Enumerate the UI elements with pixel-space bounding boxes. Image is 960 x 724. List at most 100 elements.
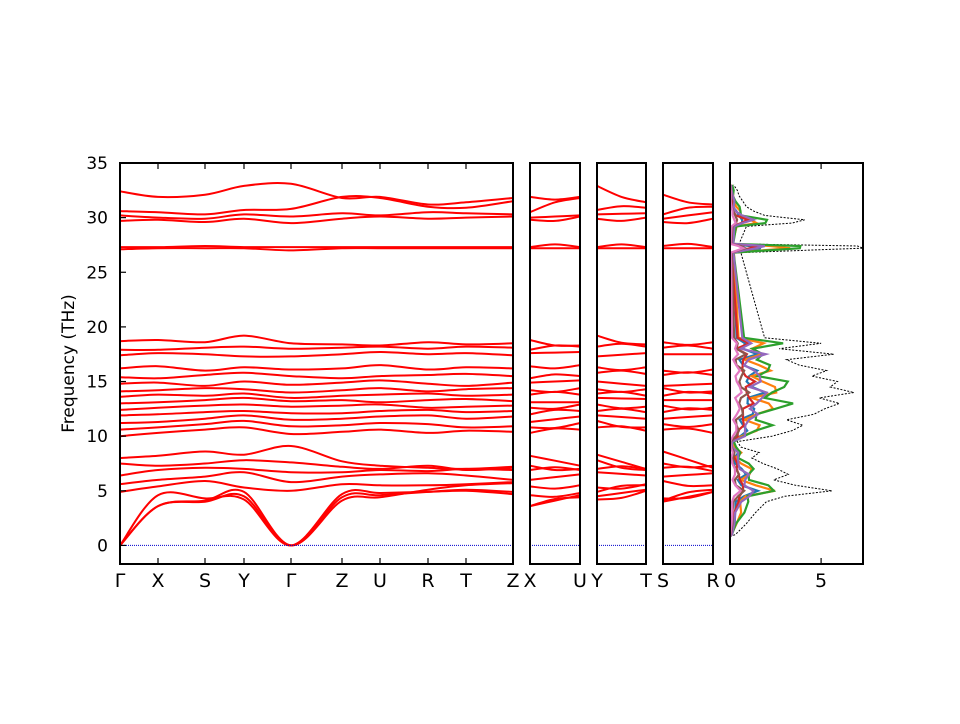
band-line-panel2-18 — [529, 364, 581, 370]
band-line-main-23 — [119, 244, 513, 249]
dos-x-tick-label: 0 — [724, 570, 736, 592]
band-line-panel4-10 — [662, 414, 714, 420]
y-tick-label: 35 — [86, 154, 108, 174]
band-line-panel3-4 — [596, 471, 647, 477]
y-tick-label: 30 — [86, 209, 108, 229]
x-tick-label: T — [459, 570, 472, 592]
band-line-panel2-7 — [529, 454, 581, 467]
band-line-panel4-15 — [662, 387, 714, 394]
y-tick-label: 20 — [86, 318, 108, 338]
band-line-panel2-4 — [529, 473, 581, 481]
band-line-panel2-25 — [529, 214, 581, 219]
band-line-panel3-9 — [596, 419, 647, 429]
band-line-panel3-21 — [596, 334, 647, 346]
band-line-panel3-26 — [596, 205, 647, 211]
band-line-panel2-9 — [529, 422, 581, 430]
dos-partial-line-6 — [728, 184, 747, 537]
band-line-main-19 — [119, 350, 514, 358]
band-line-main-25 — [119, 211, 514, 220]
band-line-main-4 — [119, 471, 514, 486]
y-tick-label: 10 — [86, 427, 108, 447]
band-line-panel2-26 — [529, 197, 581, 214]
band-line-main-9 — [119, 419, 514, 431]
band-line-panel4-24 — [662, 217, 714, 225]
band-line-panel4-9 — [662, 423, 714, 428]
band-line-panel3-19 — [596, 352, 647, 358]
band-line-main-21 — [119, 334, 514, 347]
panel-frame — [119, 162, 514, 565]
band-line-main-17 — [119, 371, 514, 380]
band-line-panel3-27 — [596, 184, 647, 204]
band-line-panel2-17 — [529, 373, 581, 380]
band-line-panel4-16 — [662, 382, 714, 387]
band-line-panel2-19 — [529, 351, 581, 355]
x-tick-label: Γ — [115, 570, 126, 592]
band-line-main-24 — [119, 215, 514, 225]
band-line-panel4-4 — [662, 472, 714, 478]
band-line-panel2-12 — [529, 403, 581, 410]
band-line-panel3-13 — [596, 396, 647, 400]
panel-frame — [529, 162, 581, 565]
band-line-panel2-8 — [529, 427, 581, 434]
band-line-main-5 — [119, 466, 514, 477]
band-line-panel3-24 — [596, 216, 647, 222]
x-tick-label: S — [199, 570, 211, 592]
band-line-main-8 — [119, 426, 514, 438]
x-tick-label: R — [706, 570, 719, 592]
band-line-panel4-1 — [662, 490, 714, 503]
band-line-panel2-11 — [529, 408, 581, 416]
panel-frame — [596, 162, 647, 565]
band-line-main-16 — [119, 379, 514, 387]
band-line-panel2-15 — [529, 387, 581, 393]
band-line-main-3 — [119, 479, 514, 493]
band-line-panel3-1 — [596, 488, 647, 498]
band-line-main-20 — [119, 345, 514, 351]
band-line-panel4-8 — [662, 427, 714, 434]
band-line-panel4-18 — [662, 368, 714, 374]
band-line-panel4-26 — [662, 205, 714, 216]
band-line-main-27 — [119, 182, 514, 206]
band-line-main-18 — [119, 364, 514, 372]
y-tick-label: 0 — [97, 536, 108, 556]
band-line-panel4-12 — [662, 404, 714, 411]
band-line-panel3-6 — [596, 459, 647, 471]
band-line-main-0 — [119, 488, 514, 547]
x-tick-label: U — [373, 570, 387, 592]
band-line-panel3-20 — [596, 342, 647, 348]
band-line-main-10 — [119, 414, 514, 424]
x-tick-label: R — [421, 570, 434, 592]
band-line-panel3-12 — [596, 403, 647, 410]
band-line-main-14 — [119, 392, 514, 399]
band-line-panel3-23 — [596, 243, 647, 249]
band-line-panel4-25 — [662, 211, 714, 220]
band-line-panel4-20 — [662, 344, 714, 350]
band-line-panel2-3 — [529, 484, 581, 490]
x-tick-label: X — [151, 570, 164, 592]
dos-partial-line-4 — [729, 184, 770, 538]
band-line-panel2-0 — [529, 492, 581, 498]
band-line-panel4-2 — [662, 488, 714, 502]
band-line-panel3-3 — [596, 483, 647, 490]
x-tick-label: Y — [237, 570, 250, 592]
x-tick-label: U — [573, 570, 587, 592]
x-tick-label: Y — [590, 570, 603, 592]
band-line-main-22 — [119, 247, 513, 252]
band-line-panel4-21 — [662, 341, 714, 346]
dos-frame — [729, 162, 864, 565]
band-line-main-13 — [119, 396, 514, 405]
band-line-main-2 — [119, 482, 514, 547]
band-line-panel3-0 — [596, 489, 647, 501]
band-line-panel4-3 — [662, 480, 714, 488]
dos-x-tick-label: 5 — [815, 570, 827, 592]
y-axis-label: Frequency (THz) — [59, 294, 79, 433]
band-line-panel2-21 — [529, 339, 581, 347]
band-line-panel2-23 — [529, 243, 581, 249]
band-line-panel2-24 — [529, 215, 581, 223]
band-line-panel3-18 — [596, 366, 647, 372]
x-tick-label: S — [657, 570, 669, 592]
band-line-main-1 — [119, 488, 514, 547]
band-line-panel3-10 — [596, 414, 647, 420]
y-tick-label: 15 — [86, 373, 108, 393]
band-line-panel2-27 — [529, 195, 581, 201]
